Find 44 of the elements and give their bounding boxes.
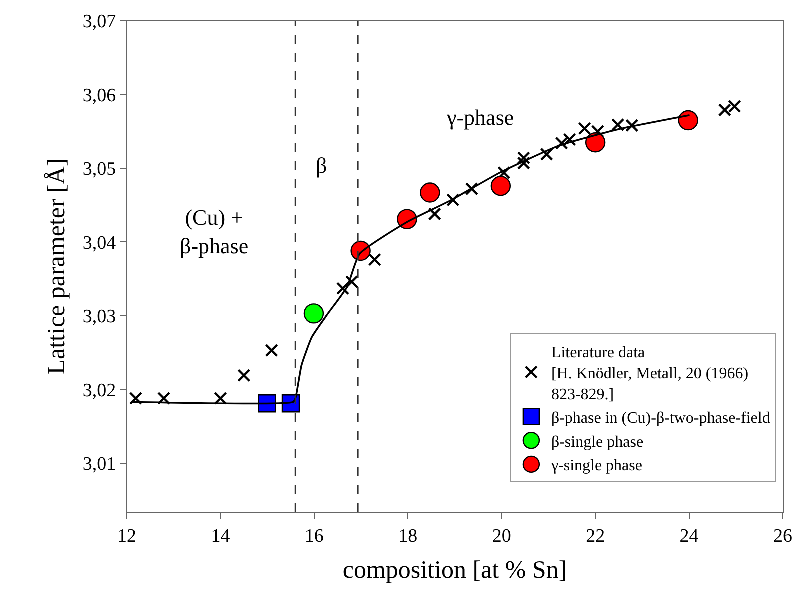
x-tick-label: 20 — [492, 526, 512, 547]
legend-label: γ-single phase — [550, 458, 642, 475]
point — [540, 148, 554, 162]
x-tick-label: 26 — [774, 526, 792, 547]
point — [157, 392, 171, 406]
point — [465, 182, 478, 196]
y-tick-label: 3,01 — [82, 454, 116, 475]
point — [517, 156, 530, 170]
point — [446, 194, 460, 207]
point — [238, 369, 251, 382]
point — [498, 166, 511, 180]
legend-label: β-single phase — [551, 434, 644, 451]
y-axis-title: Lattice parameter [Å] — [44, 158, 71, 375]
x-tick-label: 14 — [211, 526, 231, 547]
point — [428, 208, 442, 221]
point — [345, 275, 359, 289]
point — [304, 304, 324, 324]
point — [265, 344, 278, 358]
y-tick-label: 3,07 — [82, 12, 116, 33]
x-tick-label: 18 — [398, 526, 418, 547]
x-axis-title: composition [at % Sn] — [342, 556, 568, 584]
point — [214, 392, 228, 406]
annotation: γ-phase — [446, 105, 514, 130]
point — [490, 176, 512, 196]
x-tick-label: 22 — [586, 526, 606, 547]
point — [420, 182, 440, 203]
y-tick-label: 3,03 — [82, 306, 116, 328]
annotation: (Cu) + β-phase — [180, 205, 249, 259]
x-tick-label: 16 — [304, 526, 324, 547]
legend-label: β-phase in (Cu)-β-two-phase-field — [551, 410, 770, 428]
y-tick-label: 3,05 — [82, 159, 116, 180]
y-tick-label: 3,06 — [82, 85, 116, 106]
y-tick-label: 3,02 — [82, 380, 116, 402]
point — [555, 136, 568, 150]
point — [517, 152, 530, 165]
point — [336, 282, 350, 296]
x-tick-label: 12 — [118, 526, 136, 547]
point — [678, 110, 698, 131]
point — [368, 253, 382, 266]
x-tick-label: 24 — [680, 526, 700, 547]
point — [563, 133, 576, 146]
point — [585, 132, 606, 153]
y-tick-label: 3,04 — [82, 232, 117, 254]
annotation: β — [316, 153, 328, 178]
